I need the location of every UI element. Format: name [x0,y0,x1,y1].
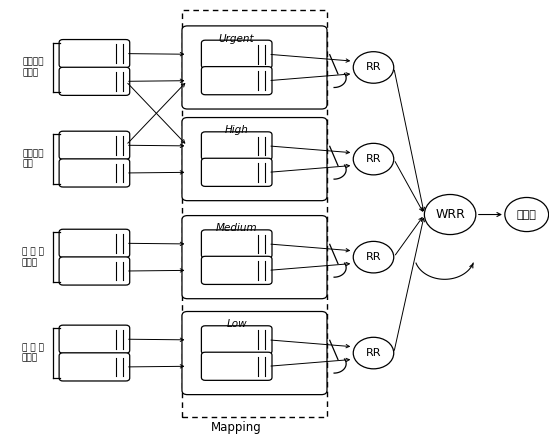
Text: RR: RR [366,62,381,73]
Text: Low: Low [227,319,247,329]
FancyBboxPatch shape [182,26,327,109]
Text: WRR: WRR [435,208,465,221]
Text: RR: RR [366,154,381,164]
FancyBboxPatch shape [59,67,130,95]
FancyBboxPatch shape [59,325,130,353]
Text: Urgent: Urgent [219,34,255,44]
FancyBboxPatch shape [182,118,327,201]
FancyBboxPatch shape [201,66,272,95]
FancyBboxPatch shape [59,131,130,160]
Text: Mapping: Mapping [211,421,262,434]
FancyBboxPatch shape [201,40,272,68]
Circle shape [505,198,548,232]
FancyBboxPatch shape [201,230,272,258]
Circle shape [425,194,476,235]
Text: 低 优 先
级队列: 低 优 先 级队列 [22,343,44,363]
FancyBboxPatch shape [59,229,130,257]
Circle shape [353,143,394,175]
FancyBboxPatch shape [201,326,272,354]
Text: 中 优 先
级队列: 中 优 先 级队列 [22,247,44,267]
Text: High: High [225,125,249,135]
FancyBboxPatch shape [201,352,272,380]
Circle shape [353,52,394,83]
FancyBboxPatch shape [182,312,327,395]
Text: RR: RR [366,252,381,262]
Circle shape [353,337,394,369]
FancyBboxPatch shape [201,256,272,284]
FancyBboxPatch shape [59,159,130,187]
Text: RR: RR [366,348,381,358]
Bar [182,10,327,417]
Text: 调度器: 调度器 [517,209,537,219]
Circle shape [353,241,394,273]
FancyBboxPatch shape [201,132,272,160]
FancyBboxPatch shape [182,215,327,299]
FancyBboxPatch shape [59,39,130,68]
FancyBboxPatch shape [59,353,130,381]
Text: Medium: Medium [216,223,257,233]
FancyBboxPatch shape [59,257,130,285]
Text: 紧急优先
级队列: 紧急优先 级队列 [22,58,43,77]
Text: 高优先级
队列: 高优先级 队列 [22,149,43,169]
FancyBboxPatch shape [201,158,272,187]
